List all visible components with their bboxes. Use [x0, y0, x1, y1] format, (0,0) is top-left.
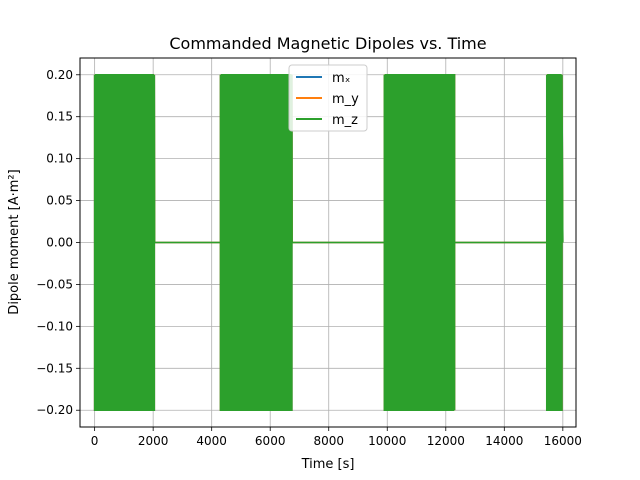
x-tick-label: 4000 — [196, 434, 227, 448]
legend-label: m_z — [332, 113, 358, 128]
x-tick-label: 14000 — [485, 434, 523, 448]
y-tick-label: −0.05 — [36, 277, 73, 291]
x-tick-label: 10000 — [368, 434, 406, 448]
x-tick-label: 0 — [91, 434, 99, 448]
chart-title: Commanded Magnetic Dipoles vs. Time — [169, 34, 486, 53]
legend-box — [288, 64, 368, 132]
legend: mₓ m_y m_z — [288, 64, 368, 132]
series-line — [93, 74, 564, 411]
y-tick-label: −0.15 — [36, 361, 73, 375]
y-axis-title: Dipole moment [A·m²] — [7, 169, 22, 314]
y-tick-label: −0.10 — [36, 319, 73, 333]
x-tick-label: 6000 — [255, 434, 286, 448]
y-tick-label: −0.20 — [36, 403, 73, 417]
y-tick-label: 0.00 — [46, 236, 73, 250]
axis-ticks: 0 2000 4000 6000 8000 10000 12000 14000 16000 −0.… — [36, 68, 582, 448]
legend-label: mₓ — [332, 71, 351, 86]
x-tick-label: 8000 — [313, 434, 344, 448]
x-tick-label: 12000 — [427, 434, 465, 448]
x-tick-label: 2000 — [138, 434, 169, 448]
y-tick-label: 0.20 — [46, 68, 73, 82]
y-tick-label: 0.05 — [46, 194, 73, 208]
y-tick-label: 0.15 — [46, 110, 73, 124]
legend-label: m_y — [332, 92, 359, 107]
x-tick-label: 16000 — [544, 434, 582, 448]
data-series — [93, 74, 564, 411]
y-tick-label: 0.10 — [46, 152, 73, 166]
x-axis-title: Time [s] — [301, 457, 355, 472]
